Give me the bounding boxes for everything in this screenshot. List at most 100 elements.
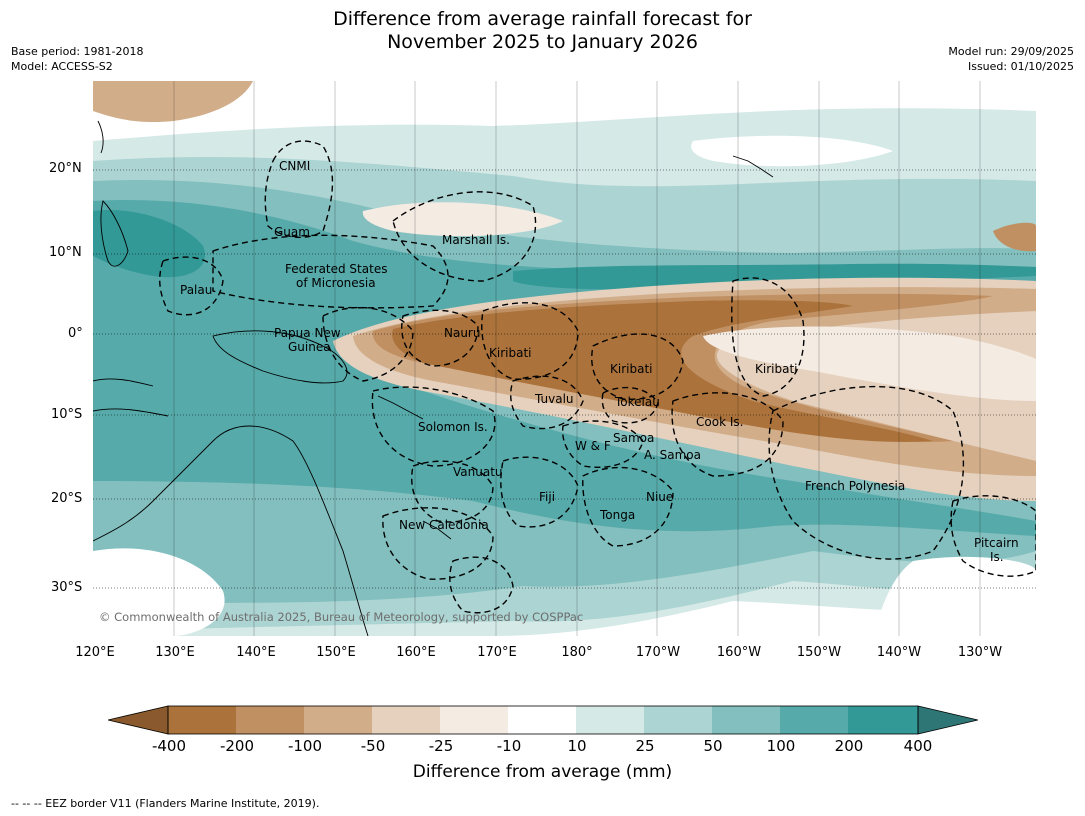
eez-borders [159,140,1036,614]
colorbar-bin-10-25 [576,706,644,734]
coast-indonesia [93,378,169,417]
label-samoa: Samoa [613,431,654,445]
lon-label-170e: 170°E [477,645,517,660]
dry-patch-northwest [93,81,253,122]
eez-kiribati-phoenix [591,333,684,400]
label-tuvalu: Tuvalu [534,392,574,406]
coast-new-caledonia [422,520,452,540]
label-guam: Guam [274,225,310,239]
lon-label-170w: 170°W [635,645,681,660]
label-pitcairn-2: Is. [990,550,1004,564]
coast-solomons [377,395,424,420]
colorbar-tick-100: 100 [766,737,796,755]
model-name: Model: ACCESS-S2 [11,60,113,73]
coastlines [93,120,774,636]
colorbar-tick-neg400: -400 [151,737,187,755]
coast-taiwan [97,120,104,154]
lat-label-10n: 10°N [49,245,82,260]
label-palau: Palau [180,283,212,297]
lat-label-10s: 10°S [51,407,83,422]
label-kiribati-central: Kiribati [610,362,652,376]
eez-cnmi-guam [264,140,334,238]
colorbar-tick-neg100: -100 [287,737,323,755]
colorbar-bin-50-100 [712,706,780,734]
colorbar-tick-200: 200 [834,737,864,755]
label-fiji: Fiji [539,490,555,504]
colorbar-label: Difference from average (mm) [412,762,673,782]
colorbar-arrow-low-outline [107,705,169,735]
colorbar-bin-neg200-neg100 [236,706,304,734]
eez-kiribati-gilbert [481,302,579,380]
dry-patch-east-equator [703,326,1036,401]
label-solomon: Solomon Is. [418,420,488,434]
wet-core-itcz [513,263,1036,290]
colorbar-svg [107,705,979,735]
map-title: Difference from average rainfall forecas… [0,8,1085,54]
label-fsm-1: Federated States [285,262,387,276]
colorbar-tick-25: 25 [635,737,655,755]
eez-cook [671,392,784,477]
colorbar-bin-neg100-neg50 [304,706,372,734]
eez-new-caledonia [382,507,494,580]
label-wf: W & F [575,439,611,453]
meta-left: Base period: 1981-2018 Model: ACCESS-S2 [11,44,143,74]
label-cook: Cook Is. [696,415,743,429]
eez-kiribati-line [731,277,805,397]
coast-philippines [100,200,129,267]
colorbar-arrow-high [918,706,978,734]
label-png-1: Papua New [274,326,341,340]
eez-tokelau [601,386,659,424]
colorbar-arrow-high-outline [917,705,979,735]
rainfall-map: CNMI Guam Marshall Is. Federated States … [93,81,1036,636]
lon-label-150e: 150°E [316,645,356,660]
colorbar-bin-25-50 [644,706,712,734]
lon-label-160w: 160°W [716,645,762,660]
eez-french-polynesia [768,385,965,560]
lon-label-120e: 120°E [75,645,115,660]
copyright-notice: © Commonwealth of Australia 2025, Bureau… [99,610,584,624]
lat-lon-grid [93,81,1036,636]
eez-png-east [322,306,414,382]
coast-australia [93,425,369,636]
eez-tuvalu [510,375,584,430]
wet-core-west-pacific [93,210,205,278]
label-kiribati-east: Kiribati [755,362,797,376]
lon-label-160e: 160°E [396,645,436,660]
label-tonga: Tonga [599,508,635,522]
lon-label-130e: 130°E [155,645,195,660]
colorbar-tick-neg50: -50 [360,737,386,755]
dry-core-central-pacific [392,300,934,442]
dry-patch-north [362,202,563,237]
colorbar-bin-neg10-10 [508,706,576,734]
colorbar-bin-neg25-neg10 [440,706,508,734]
colorbar-tick-neg200: -200 [219,737,255,755]
lat-label-0: 0° [68,326,83,341]
meta-right: Model run: 29/09/2025 Issued: 01/10/2025 [948,44,1074,74]
lat-label-20s: 20°S [51,491,83,506]
colorbar-tick-10: 10 [567,737,587,755]
title-line-2: November 2025 to January 2026 [387,31,698,53]
colorbar-tick-50: 50 [703,737,723,755]
lon-label-180: 180° [561,645,593,660]
eez-vanuatu [411,460,494,523]
title-line-1: Difference from average rainfall forecas… [333,8,752,30]
issued-date: Issued: 01/10/2025 [967,60,1074,73]
label-vanuatu: Vanuatu [453,465,503,479]
colorbar [107,704,979,736]
label-pitcairn-1: Pitcairn [974,536,1019,550]
eez-fsm [212,234,449,309]
map-canvas: CNMI Guam Marshall Is. Federated States … [93,81,1036,636]
eez-nauru-kiribati [401,309,479,367]
region-labels: CNMI Guam Marshall Is. Federated States … [180,159,1019,564]
eez-tonga-niue [582,466,674,547]
lon-label-140w: 140°W [876,645,922,660]
label-niue: Niue [646,490,673,504]
label-asamoa: A. Samoa [644,448,701,462]
eez-fiji [500,456,579,528]
label-fsm-2: of Micronesia [296,276,376,290]
lat-label-20n: 20°N [49,161,82,176]
label-french-polynesia: French Polynesia [805,479,905,493]
label-marshall: Marshall Is. [442,233,510,247]
lon-label-130w: 130°W [957,645,1003,660]
label-new-caledonia: New Caledonia [399,518,489,532]
